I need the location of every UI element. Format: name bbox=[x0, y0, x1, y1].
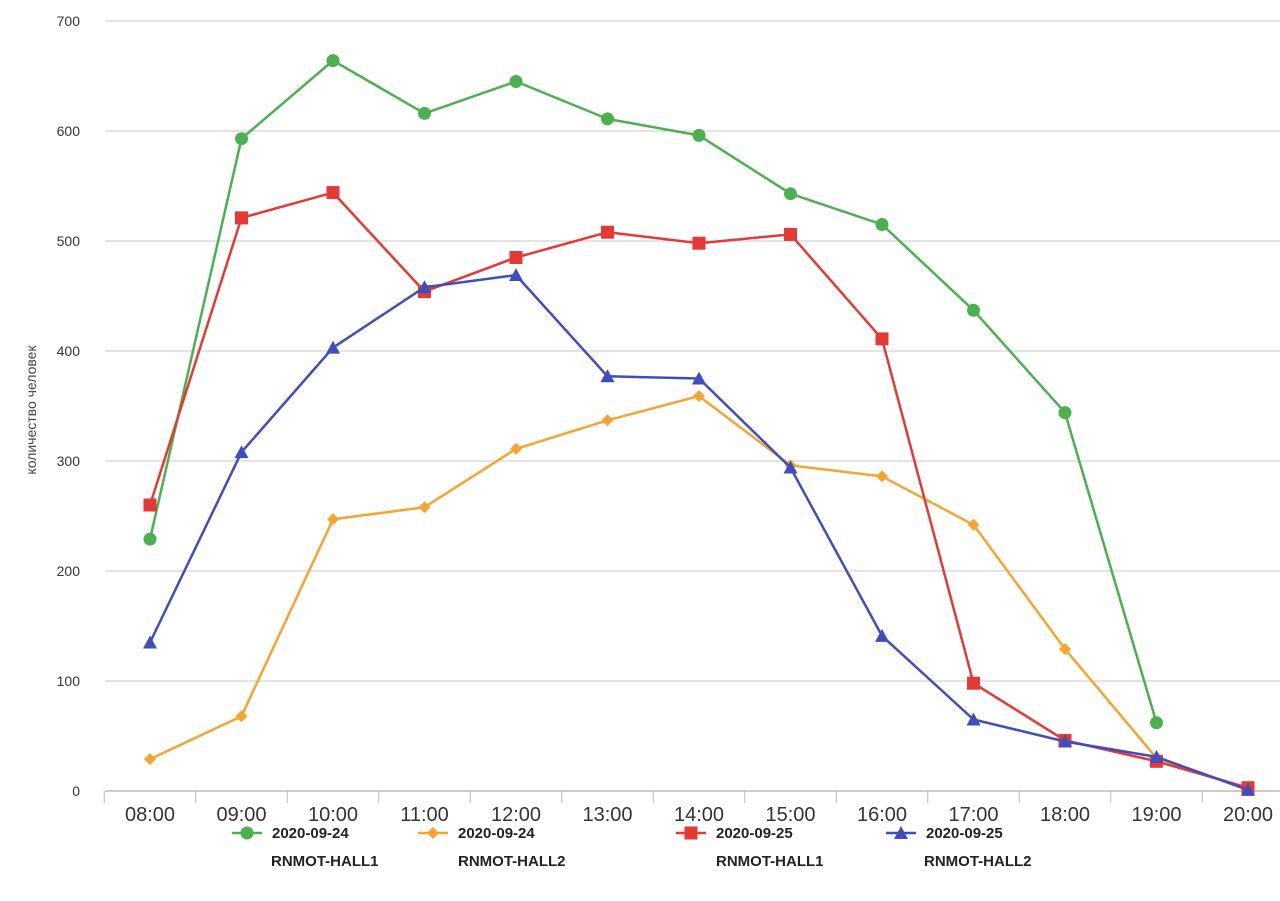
legend-item: 2020-09-25 RNMOT-HALL2 bbox=[886, 825, 1032, 870]
data-point bbox=[600, 369, 615, 383]
x-tick-label: 18:00 bbox=[1040, 804, 1090, 826]
data-point bbox=[327, 513, 339, 526]
grid-lines bbox=[105, 20, 1280, 682]
data-point bbox=[143, 498, 157, 512]
data-point bbox=[326, 340, 340, 354]
data-point bbox=[143, 532, 157, 546]
data-point bbox=[235, 211, 248, 225]
series-line bbox=[148, 59, 1158, 724]
data-point bbox=[235, 132, 248, 146]
x-tick-label: 17:00 bbox=[948, 804, 998, 826]
legend-label-date: 2020-09-25 bbox=[716, 825, 793, 842]
series-1 bbox=[143, 54, 1163, 730]
data-point bbox=[235, 710, 248, 723]
x-axis: 08:00 09:00 10:00 11:00 12:00 13:00 14:00 15:00… bbox=[103, 790, 1280, 826]
data-point bbox=[143, 635, 157, 649]
y-tick-label: 0 bbox=[72, 783, 80, 799]
y-tick-label: 700 bbox=[57, 13, 81, 29]
data-point bbox=[1241, 782, 1255, 796]
x-tick-label: 09:00 bbox=[216, 804, 266, 826]
series-layer bbox=[143, 54, 1255, 796]
y-tick-label: 400 bbox=[57, 343, 81, 359]
data-point bbox=[783, 460, 798, 474]
data-point bbox=[693, 390, 705, 403]
y-tick-label: 500 bbox=[57, 233, 81, 249]
data-point bbox=[876, 470, 888, 483]
data-point bbox=[509, 268, 523, 282]
series-4 bbox=[143, 268, 1255, 796]
data-point bbox=[966, 712, 981, 726]
legend-label-hall: RNMOT-HALL1 bbox=[716, 853, 824, 870]
legend-item: 2020-09-24 RNMOT-HALL2 bbox=[418, 825, 566, 870]
series-line bbox=[148, 191, 1249, 789]
legend-label-date: 2020-09-24 bbox=[458, 825, 535, 842]
y-axis-ticks: 0 100 200 300 400 500 600 700 bbox=[57, 13, 81, 799]
legend-marker bbox=[427, 827, 439, 839]
legend-marker bbox=[240, 826, 254, 840]
legend-marker bbox=[684, 826, 698, 840]
data-point bbox=[692, 128, 706, 142]
data-point bbox=[417, 280, 432, 294]
data-point bbox=[326, 54, 340, 68]
data-point bbox=[875, 628, 889, 642]
data-point bbox=[418, 501, 431, 514]
x-tick-label: 11:00 bbox=[400, 804, 449, 826]
x-tick-label: 16:00 bbox=[857, 804, 907, 826]
y-tick-label: 600 bbox=[57, 123, 81, 139]
x-tick-label: 08:00 bbox=[125, 804, 175, 826]
series-2 bbox=[144, 390, 1254, 795]
data-point bbox=[510, 442, 522, 455]
legend-label-hall: RNMOT-HALL2 bbox=[924, 853, 1032, 870]
data-point bbox=[1149, 749, 1164, 763]
data-point bbox=[875, 218, 889, 231]
x-tick-label: 20:00 bbox=[1223, 804, 1273, 826]
legend-label-date: 2020-09-24 bbox=[272, 825, 349, 842]
data-point bbox=[967, 303, 980, 317]
data-point bbox=[234, 445, 249, 459]
data-point bbox=[509, 251, 523, 264]
data-point bbox=[418, 106, 431, 120]
data-point bbox=[1059, 643, 1071, 656]
series-line bbox=[149, 394, 1249, 790]
legend-item: 2020-09-25 RNMOT-HALL1 bbox=[676, 825, 824, 870]
y-tick-label: 100 bbox=[57, 673, 81, 689]
data-point bbox=[601, 112, 614, 126]
x-tick-label: 13:00 bbox=[582, 804, 632, 826]
data-point bbox=[326, 186, 340, 200]
y-axis-label: количество человек bbox=[23, 345, 39, 475]
data-point bbox=[784, 187, 797, 201]
legend: 2020-09-24 RNMOT-HALL1 2020-09-24 RNMOT-HAL… bbox=[232, 825, 1032, 870]
data-point bbox=[144, 753, 156, 766]
data-point bbox=[509, 75, 523, 88]
series-line bbox=[148, 273, 1249, 792]
x-tick-label: 15:00 bbox=[765, 804, 815, 826]
data-point bbox=[601, 225, 614, 239]
data-point bbox=[692, 236, 706, 250]
y-tick-label: 200 bbox=[57, 563, 81, 579]
data-point bbox=[1058, 734, 1072, 748]
data-point bbox=[967, 518, 980, 531]
x-tick-label: 12:00 bbox=[491, 804, 541, 826]
legend-label-date: 2020-09-25 bbox=[926, 825, 1003, 842]
data-point bbox=[692, 371, 706, 385]
data-point bbox=[967, 676, 980, 690]
legend-label-hall: RNMOT-HALL1 bbox=[271, 853, 379, 870]
x-tick-label: 14:00 bbox=[674, 804, 724, 826]
y-tick-label: 300 bbox=[57, 453, 81, 469]
x-tick-label: 10:00 bbox=[308, 804, 358, 826]
legend-label-hall: RNMOT-HALL2 bbox=[458, 853, 566, 870]
legend-item: 2020-09-24 RNMOT-HALL1 bbox=[232, 825, 379, 870]
legend-marker bbox=[894, 826, 908, 839]
data-point bbox=[875, 332, 889, 346]
data-point bbox=[1058, 406, 1072, 420]
data-point bbox=[601, 414, 614, 427]
data-point bbox=[784, 227, 797, 241]
x-tick-label: 19:00 bbox=[1131, 804, 1181, 826]
data-point bbox=[1150, 716, 1163, 730]
